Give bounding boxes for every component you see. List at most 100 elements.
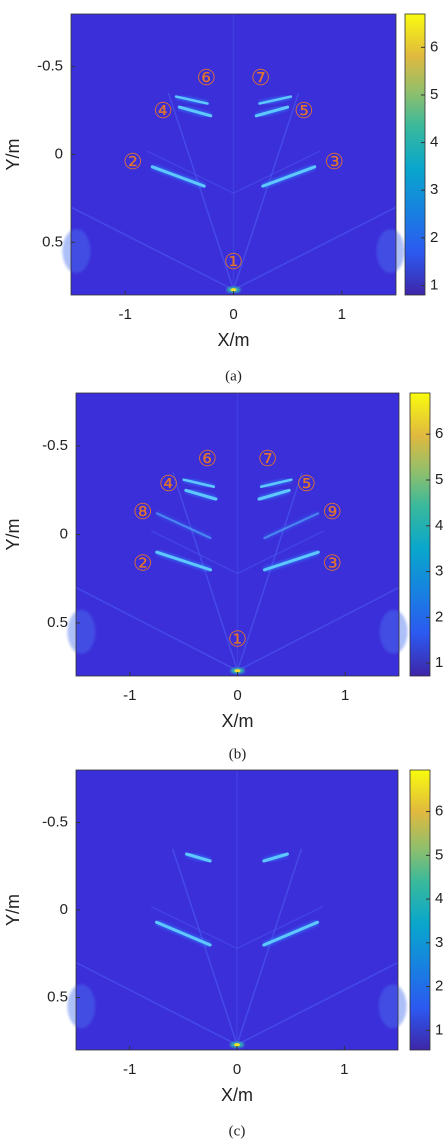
annotation: ④ <box>153 98 173 123</box>
edge-glow <box>62 229 91 274</box>
annotation: ③ <box>322 550 342 575</box>
y-tick-label: -0.5 <box>37 58 63 75</box>
y-axis-label: Y/m <box>3 138 23 170</box>
sidelobe <box>70 206 234 291</box>
streak <box>177 105 213 118</box>
colorbar-tick-label: 1 <box>435 1021 443 1038</box>
streak <box>155 550 213 572</box>
streak <box>262 550 320 572</box>
colorbar-tick-label: 6 <box>435 425 443 442</box>
sidelobe <box>75 586 238 672</box>
annotation: ⑥ <box>197 446 217 471</box>
colorbar-tick-label: 5 <box>430 86 438 103</box>
colorbar-tick-label: 4 <box>435 890 443 907</box>
caption: (c) <box>229 1123 246 1139</box>
caption: (a) <box>225 368 242 384</box>
annotation: ④ <box>159 471 179 496</box>
streak <box>258 95 293 105</box>
x-axis-label: X/m <box>221 1085 253 1105</box>
sidelobe <box>167 92 235 290</box>
sidelobe <box>232 92 300 290</box>
streak <box>259 478 293 488</box>
colorbar-tick-label: 6 <box>435 803 443 820</box>
streak <box>263 512 320 540</box>
annotation: ③ <box>324 149 344 174</box>
annotation: ① <box>228 626 248 651</box>
sidelobe <box>171 848 238 1045</box>
y-tick-label: 0 <box>55 145 63 162</box>
edge-glow <box>67 609 96 654</box>
colorbar-tick-label: 1 <box>435 654 443 671</box>
edge-glow <box>378 984 407 1029</box>
y-tick-label: 0 <box>60 525 68 542</box>
image-features <box>62 14 405 293</box>
streak <box>262 852 289 863</box>
colorbar <box>404 13 426 296</box>
x-tick-label: -1 <box>123 687 136 704</box>
annotation: ⑤ <box>297 471 317 496</box>
image-features <box>67 770 407 1048</box>
x-tick-label: 0 <box>233 1061 241 1078</box>
x-axis-label: X/m <box>217 330 249 350</box>
sidelobe <box>151 530 238 574</box>
annotation: ⑦ <box>251 65 271 90</box>
colorbar <box>409 769 431 1051</box>
streak <box>150 165 206 188</box>
streak <box>184 488 218 501</box>
y-axis-label: Y/m <box>3 894 23 926</box>
colorbar <box>409 392 431 677</box>
annotation: ① <box>224 249 244 274</box>
colorbar-tick-label: 3 <box>435 934 443 951</box>
streak <box>262 920 319 947</box>
x-tick-label: 1 <box>338 306 346 323</box>
annotation: ⑧ <box>133 499 153 524</box>
sidelobe <box>236 961 399 1046</box>
x-axis-label: X/m <box>221 711 253 731</box>
y-tick-label: 0.5 <box>47 988 68 1005</box>
y-tick-label: 0.5 <box>47 614 68 631</box>
sidelobe <box>236 472 303 671</box>
sidelobe <box>233 206 397 291</box>
target-spot <box>234 669 241 673</box>
colorbar-tick-label: 4 <box>435 517 443 534</box>
sidelobe <box>146 150 234 194</box>
annotation: ② <box>123 149 143 174</box>
target-spot <box>230 288 237 292</box>
sidelobe <box>75 961 238 1046</box>
colorbar-tick-label: 2 <box>430 229 438 246</box>
streak <box>254 105 290 118</box>
annotation: ⑥ <box>197 65 217 90</box>
streak <box>174 95 209 105</box>
annotation: ⑤ <box>294 98 314 123</box>
colorbar-tick-label: 6 <box>430 38 438 55</box>
colorbar-tick-label: 5 <box>435 471 443 488</box>
caption: (b) <box>229 746 247 762</box>
sidelobe <box>237 530 324 574</box>
edge-glow <box>379 609 408 654</box>
streak <box>261 165 317 188</box>
image-features <box>67 393 408 674</box>
x-tick-label: 0 <box>233 687 241 704</box>
colorbar-tick-label: 3 <box>435 563 443 580</box>
y-tick-label: 0 <box>60 901 68 918</box>
y-axis-label: Y/m <box>3 518 23 550</box>
streak <box>155 920 212 947</box>
y-tick-label: -0.5 <box>42 437 68 454</box>
edge-glow <box>67 984 96 1029</box>
y-tick-label: 0.5 <box>42 233 63 250</box>
annotation: ⑦ <box>258 446 278 471</box>
colorbar-tick-label: 5 <box>435 846 443 863</box>
target-spot <box>234 1043 240 1047</box>
sidelobe <box>172 472 239 671</box>
x-tick-label: 1 <box>340 1061 348 1078</box>
colorbar-tick-label: 1 <box>430 276 438 293</box>
streak <box>185 852 212 863</box>
streak <box>155 512 212 540</box>
y-tick-label: -0.5 <box>42 813 68 830</box>
sidelobe <box>150 905 238 950</box>
edge-glow <box>376 229 405 274</box>
colorbar-tick-label: 2 <box>435 978 443 995</box>
annotation: ⑨ <box>322 499 342 524</box>
colorbar-tick-label: 2 <box>435 608 443 625</box>
